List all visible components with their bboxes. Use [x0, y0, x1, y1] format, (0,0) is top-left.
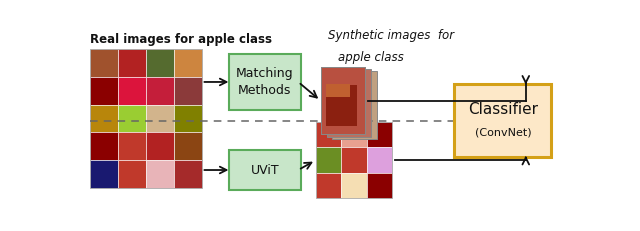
Bar — [90, 77, 118, 105]
Text: UViT: UViT — [250, 164, 279, 176]
Bar — [321, 67, 365, 134]
Text: Classifier: Classifier — [468, 102, 538, 117]
Bar — [118, 132, 146, 160]
Bar — [146, 132, 173, 160]
Bar — [316, 122, 392, 198]
Bar — [173, 49, 202, 77]
Bar — [146, 160, 173, 188]
Bar — [118, 49, 146, 77]
Bar — [341, 147, 367, 173]
Bar — [146, 77, 173, 105]
Bar — [326, 85, 356, 126]
Text: Methods: Methods — [238, 84, 291, 97]
Bar — [316, 173, 341, 198]
Bar — [367, 122, 392, 147]
Bar — [90, 160, 118, 188]
Bar — [173, 77, 202, 105]
Bar — [118, 160, 146, 188]
Text: (ConvNet): (ConvNet) — [474, 128, 531, 138]
Bar — [341, 173, 367, 198]
FancyBboxPatch shape — [229, 149, 301, 191]
Bar — [118, 77, 146, 105]
Bar — [146, 49, 173, 77]
Bar — [316, 122, 341, 147]
Bar — [173, 160, 202, 188]
Bar — [118, 105, 146, 132]
Bar — [90, 49, 202, 188]
Bar — [367, 147, 392, 173]
Bar — [332, 71, 377, 139]
Text: Real images for apple class: Real images for apple class — [90, 33, 272, 46]
FancyBboxPatch shape — [454, 84, 551, 157]
Bar — [341, 122, 367, 147]
Bar — [90, 49, 118, 77]
Text: Synthetic images  for: Synthetic images for — [328, 30, 454, 43]
Bar — [367, 173, 392, 198]
Bar — [173, 132, 202, 160]
Bar — [90, 132, 118, 160]
Bar — [326, 69, 371, 137]
Text: Matching: Matching — [236, 67, 294, 79]
Bar — [90, 105, 118, 132]
Bar — [173, 105, 202, 132]
Bar — [326, 84, 350, 97]
Text: apple class: apple class — [338, 51, 404, 64]
FancyBboxPatch shape — [229, 54, 301, 110]
Bar — [316, 147, 341, 173]
Bar — [321, 67, 365, 134]
Bar — [146, 105, 173, 132]
